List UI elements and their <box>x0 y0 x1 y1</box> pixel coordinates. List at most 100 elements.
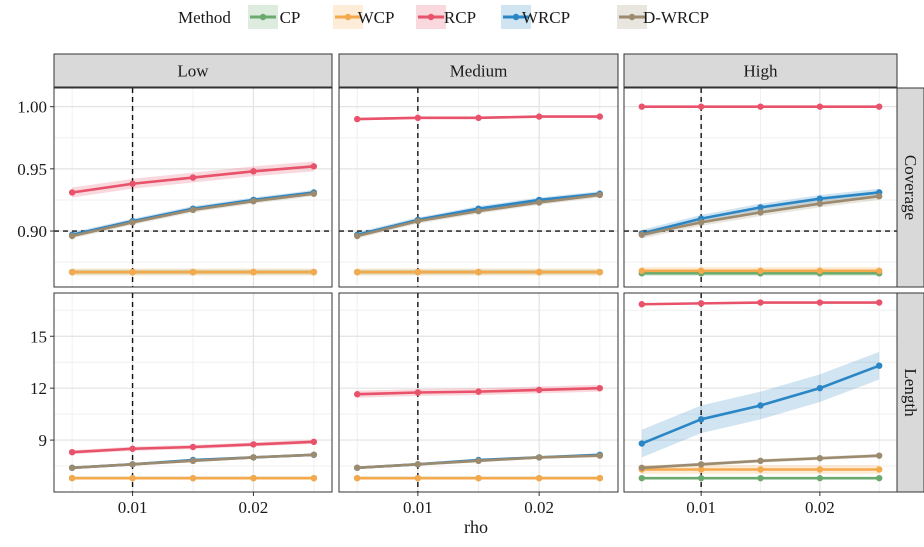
data-point-d-wrcp <box>475 207 482 215</box>
data-point-rcp <box>310 163 318 170</box>
data-point-wcp <box>816 466 824 473</box>
data-point-wcp <box>757 267 764 275</box>
data-point-wcp <box>310 474 318 482</box>
data-point-rcp <box>697 103 705 110</box>
data-point-wcp <box>189 474 197 482</box>
data-point-wrcp <box>875 362 883 369</box>
legend-label-rcp: RCP <box>444 8 476 27</box>
legend-title: Method <box>178 8 231 27</box>
data-point-wcp <box>596 268 604 276</box>
legend-label-wrcp: WRCP <box>522 8 570 27</box>
data-point-wcp <box>129 268 136 276</box>
x-tick-label: 0.01 <box>403 498 433 517</box>
data-point-wcp <box>875 466 883 473</box>
data-point-wcp <box>697 267 705 275</box>
data-point-rcp <box>757 103 764 110</box>
data-point-rcp <box>596 113 604 120</box>
data-point-d-wrcp <box>129 461 136 468</box>
data-point-rcp <box>535 386 543 394</box>
data-point-wcp <box>310 268 318 276</box>
facet-strip-coverage <box>896 87 924 288</box>
data-point-d-wrcp <box>129 219 136 226</box>
x-tick-label: 0.02 <box>805 498 835 517</box>
data-point-wcp <box>250 474 257 482</box>
x-tick-label: 0.02 <box>524 498 554 517</box>
data-point-wcp <box>475 474 482 482</box>
data-point-d-wrcp <box>596 191 604 199</box>
data-point-cp <box>816 474 824 482</box>
data-point-rcp <box>816 103 824 110</box>
panel-border <box>338 87 619 288</box>
data-point-wcp <box>353 268 361 276</box>
data-point-d-wrcp <box>189 206 197 214</box>
data-point-d-wrcp <box>68 232 76 240</box>
legend-marker-d-wrcp <box>628 13 636 21</box>
data-point-rcp <box>353 115 361 123</box>
data-point-rcp <box>638 103 646 110</box>
data-point-rcp <box>535 113 543 120</box>
panel-coverage-high <box>623 87 898 288</box>
data-point-wrcp <box>757 402 764 409</box>
data-point-d-wrcp <box>189 457 197 465</box>
data-point-d-wrcp <box>250 197 257 205</box>
data-point-cp <box>757 474 764 482</box>
panel-border <box>53 87 333 288</box>
legend-label-cp: CP <box>280 8 301 27</box>
facet-label-coverage: Coverage <box>901 155 920 220</box>
legend-label-d-wrcp: D-WRCP <box>643 8 709 27</box>
panel-length-low: 9 12 15 0.01 0.02 <box>30 292 333 517</box>
data-point-wcp <box>353 474 361 482</box>
data-point-d-wrcp <box>310 451 318 458</box>
data-point-wcp <box>68 268 76 276</box>
data-point-rcp <box>68 449 76 456</box>
data-point-wcp <box>875 267 883 275</box>
data-point-d-wrcp <box>475 457 482 465</box>
data-point-wcp <box>475 268 482 276</box>
data-point-d-wrcp <box>353 464 361 471</box>
data-point-rcp <box>475 114 482 122</box>
panel-border <box>53 292 333 493</box>
facet-strip-low <box>53 53 333 88</box>
data-point-rcp <box>189 174 197 181</box>
y-tick-label: 9 <box>39 431 48 450</box>
data-point-cp <box>875 474 883 482</box>
data-point-rcp <box>250 168 257 175</box>
data-point-rcp <box>250 441 257 448</box>
data-point-wcp <box>68 474 76 482</box>
data-point-d-wrcp <box>414 217 422 225</box>
x-axis-title: rho <box>464 517 488 537</box>
y-tick-label: 15 <box>30 327 47 346</box>
data-point-wrcp <box>816 384 824 392</box>
data-point-wcp <box>129 474 136 482</box>
data-point-wcp <box>250 268 257 276</box>
panel-border <box>338 292 619 493</box>
data-point-rcp <box>816 299 824 306</box>
data-point-wcp <box>189 268 197 276</box>
data-point-wrcp <box>757 204 764 211</box>
legend-marker-rcp <box>427 13 435 21</box>
data-point-rcp <box>757 299 764 306</box>
data-point-cp <box>638 474 646 482</box>
panel-length-medium: 0.01 0.02 <box>338 292 619 517</box>
data-point-wcp <box>535 268 543 276</box>
data-point-wcp <box>757 466 764 473</box>
panel-border <box>623 87 898 288</box>
data-point-rcp <box>129 180 136 187</box>
data-point-rcp <box>129 445 136 452</box>
data-point-d-wrcp <box>353 232 361 240</box>
data-point-d-wrcp <box>697 461 705 468</box>
facet-label-medium: Medium <box>450 62 508 81</box>
legend-marker-wrcp <box>512 13 520 21</box>
data-point-wrcp <box>816 195 824 202</box>
data-point-d-wrcp <box>875 452 883 459</box>
y-tick-label: 0.95 <box>17 160 47 179</box>
data-point-wcp <box>414 474 422 482</box>
data-point-rcp <box>697 300 705 307</box>
legend-marker-wcp <box>344 13 352 21</box>
data-point-rcp <box>189 443 197 451</box>
data-point-rcp <box>414 114 422 122</box>
data-point-d-wrcp <box>414 461 422 468</box>
legend-marker-cp <box>259 13 267 21</box>
data-point-wrcp <box>638 440 646 447</box>
